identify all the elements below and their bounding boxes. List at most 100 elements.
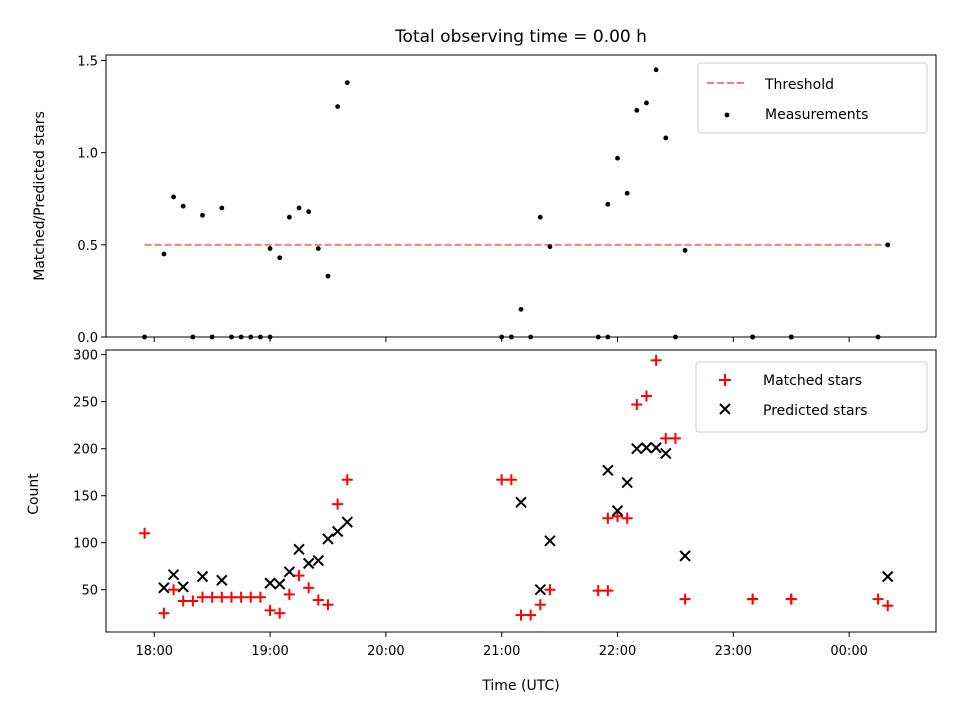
- measurement-point: [595, 334, 601, 340]
- measurement-point: [547, 244, 553, 250]
- matched-point: [197, 591, 209, 603]
- measurement-point: [644, 100, 649, 106]
- measurement-point: [180, 203, 186, 209]
- measurement-point: [537, 214, 543, 220]
- top-y-axis-label: Matched/Predicted stars: [32, 111, 48, 281]
- y-tick-label: 100: [73, 537, 98, 552]
- matched-point: [235, 591, 247, 603]
- matched-point: [168, 584, 180, 596]
- measurement-point: [875, 334, 881, 340]
- predicted-point: [631, 442, 643, 455]
- measurement-point: [209, 334, 215, 340]
- predicted-point: [312, 554, 325, 567]
- matched-point: [332, 498, 344, 510]
- measurement-point: [788, 334, 794, 340]
- x-tick-label: 21:00: [483, 644, 520, 659]
- predicted-point: [660, 447, 672, 460]
- bottom-legend-frame: [695, 361, 928, 433]
- legend-matched-label: Matched stars: [763, 373, 862, 389]
- predicted-point: [534, 583, 547, 596]
- matched-point: [785, 593, 797, 605]
- matched-point: [505, 474, 517, 486]
- measurement-point: [296, 205, 302, 211]
- matched-point: [187, 595, 199, 607]
- matched-point: [283, 588, 295, 600]
- measurement-point: [624, 190, 630, 196]
- y-tick-label: 0.5: [77, 239, 98, 254]
- matched-point: [245, 591, 257, 603]
- measurement-point: [750, 334, 756, 340]
- measurement-point: [653, 67, 659, 73]
- matched-point: [534, 599, 546, 611]
- x-tick-label: 20:00: [367, 644, 404, 659]
- predicted-point: [515, 496, 527, 508]
- measurement-point: [885, 242, 891, 248]
- predicted-point: [264, 577, 276, 589]
- legend-predicted-swatch: [719, 403, 731, 415]
- top-plot-marks: [142, 67, 891, 340]
- y-tick-label: 250: [73, 396, 98, 411]
- matched-point: [747, 593, 759, 605]
- predicted-point: [322, 533, 334, 545]
- measurement-point: [344, 80, 350, 86]
- y-tick-label: 150: [73, 490, 98, 505]
- measurement-point: [286, 214, 292, 220]
- measurement-point: [219, 205, 225, 211]
- bottom-legend: Matched stars Predicted stars: [695, 361, 928, 433]
- predicted-point: [679, 550, 691, 562]
- predicted-point: [177, 581, 189, 593]
- measurement-point: [248, 334, 254, 340]
- predicted-point: [640, 442, 653, 454]
- matched-point: [872, 593, 884, 605]
- matched-point: [341, 474, 353, 486]
- y-tick-label: 50: [81, 584, 98, 599]
- y-tick-label: 300: [73, 349, 98, 364]
- measurement-point: [258, 334, 263, 340]
- y-tick-label: 200: [73, 443, 98, 458]
- x-tick-label: 18:00: [136, 644, 173, 659]
- legend-predicted-label: Predicted stars: [763, 403, 868, 419]
- figure-title: Total observing time = 0.00 h: [394, 27, 647, 47]
- x-tick-label: 22:00: [599, 644, 636, 659]
- legend-measurements-label: Measurements: [765, 107, 868, 123]
- measurement-point: [161, 251, 167, 257]
- matched-point: [612, 510, 624, 522]
- matched-point: [264, 604, 276, 616]
- top-y-ticks: 0.0 0.5 1.0 1.5: [77, 55, 106, 346]
- predicted-point: [602, 464, 614, 477]
- measurement-point: [335, 104, 341, 110]
- legend-threshold-label: Threshold: [764, 77, 834, 93]
- measurement-point: [190, 334, 196, 340]
- predicted-point: [621, 476, 633, 489]
- bottom-x-ticks: 18:00 19:00 20:00 21:00 22:00 23:00 00:00: [136, 632, 868, 659]
- predicted-point: [341, 516, 353, 528]
- measurement-point: [605, 334, 611, 340]
- measurement-point: [171, 194, 176, 200]
- measurement-point: [518, 306, 524, 312]
- measurement-point: [682, 247, 688, 253]
- predicted-point: [544, 535, 556, 547]
- matched-point: [660, 432, 672, 444]
- bottom-panel: 50 100 150 200 250 300 18:00 19:00 20:00 21:00 22…: [26, 349, 937, 694]
- matched-point: [274, 607, 286, 619]
- matched-point: [158, 607, 170, 619]
- predicted-point: [650, 442, 662, 454]
- matched-point: [669, 432, 681, 444]
- bottom-plot-marks: [139, 354, 894, 621]
- x-axis-label: Time (UTC): [481, 678, 559, 694]
- measurement-point: [615, 155, 620, 161]
- matched-point: [602, 512, 614, 524]
- matched-point: [679, 593, 691, 605]
- matched-point: [544, 584, 556, 596]
- x-tick-label: 23:00: [715, 644, 752, 659]
- predicted-point: [293, 543, 305, 555]
- matched-point: [254, 591, 266, 603]
- bottom-y-axis-label: Count: [26, 473, 42, 515]
- matched-point: [225, 591, 237, 603]
- predicted-point: [302, 557, 315, 570]
- matched-point: [177, 595, 189, 607]
- measurement-point: [325, 273, 331, 279]
- bottom-y-ticks: 50 100 150 200 250 300: [73, 349, 106, 599]
- measurement-point: [673, 334, 678, 340]
